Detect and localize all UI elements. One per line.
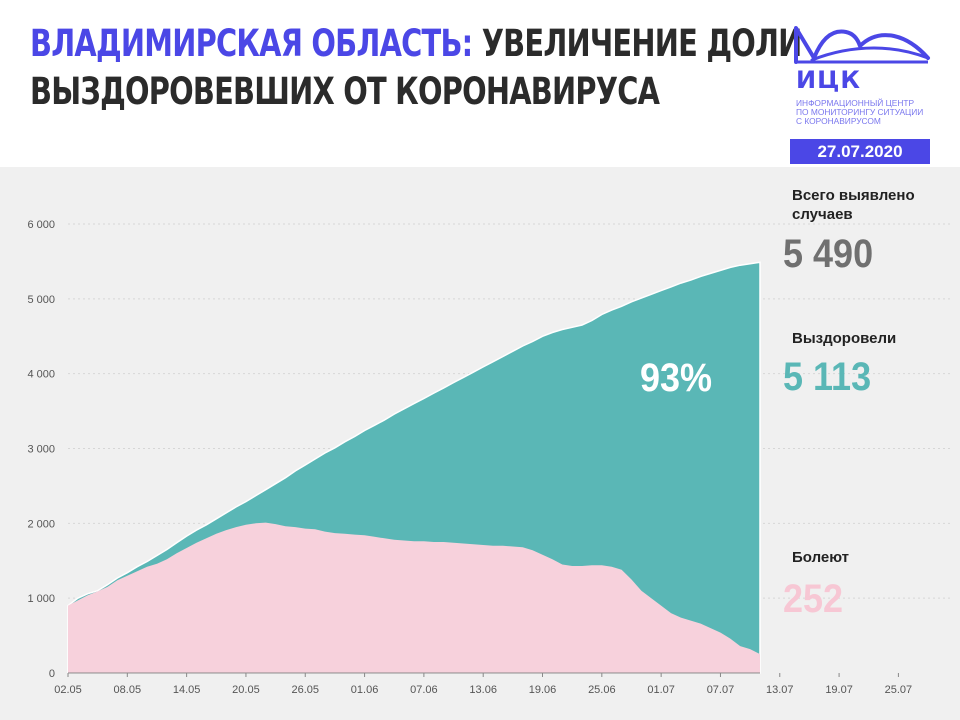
recovered-label: Выздоровели (792, 330, 897, 347)
total-cases-value: 5 490 (783, 232, 874, 276)
x-axis: 02.05 08.05 14.05 20.05 26.05 01.06 07.06 13.06… (54, 673, 912, 696)
title-line-2: ВЫЗДОРОВЕВШИХ ОТ КОРОНАВИРУСА (30, 70, 660, 113)
x-tick-label: 01.06 (351, 684, 379, 696)
y-tick-label: 6 000 (27, 219, 55, 231)
title-topic: УВЕЛИЧЕНИЕ ДОЛИ (481, 22, 803, 65)
x-tick-label: 07.07 (707, 684, 735, 696)
y-tick-label: 0 (49, 668, 55, 680)
x-tick-label: 13.06 (469, 684, 497, 696)
logo-subtitle-line: ПО МОНИТОРИНГУ СИТУАЦИИ (796, 107, 924, 117)
sick-area (68, 522, 760, 673)
sick-label: Болеют (792, 549, 850, 566)
x-tick-label: 19.07 (825, 684, 853, 696)
total-cases-label: Всего выявлено случаев (792, 187, 915, 223)
recovered-share-label: 93% (640, 356, 713, 400)
logo-name: ИЦК (796, 66, 861, 94)
x-tick-label: 19.06 (529, 684, 557, 696)
recovered-value: 5 113 (783, 355, 872, 399)
x-tick-label: 26.05 (291, 684, 319, 696)
title-region: ВЛАДИМИРСКАЯ ОБЛАСТЬ: (30, 22, 473, 65)
y-tick-label: 2 000 (27, 518, 55, 530)
y-axis: 0 1 000 2 000 3 000 4 000 5 000 6 000 (27, 219, 55, 680)
area-chart: 02.05 08.05 14.05 20.05 26.05 01.06 07.06 13.06… (27, 219, 950, 696)
date-badge: 27.07.2020 (790, 139, 930, 164)
y-tick-label: 5 000 (27, 294, 55, 306)
page-title: ВЛАДИМИРСКАЯ ОБЛАСТЬ: УВЕЛИЧЕНИЕ ДОЛИ ВЫ… (30, 20, 802, 116)
x-tick-label: 13.07 (766, 684, 794, 696)
x-tick-label: 01.07 (647, 684, 675, 696)
logo-subtitle-line: ИНФОРМАЦИОННЫЙ ЦЕНТР (796, 98, 915, 108)
x-tick-label: 20.05 (232, 684, 260, 696)
y-tick-label: 1 000 (27, 593, 55, 605)
x-tick-label: 14.05 (173, 684, 201, 696)
y-tick-label: 4 000 (27, 369, 55, 381)
x-tick-label: 25.07 (885, 684, 913, 696)
x-tick-label: 07.06 (410, 684, 438, 696)
chart-area: 02.05 08.05 14.05 20.05 26.05 01.06 07.06 13.06… (0, 167, 960, 720)
x-tick-label: 02.05 (54, 684, 82, 696)
x-tick-label: 25.06 (588, 684, 616, 696)
logo-subtitle: ИНФОРМАЦИОННЫЙ ЦЕНТР ПО МОНИТОРИНГУ СИТУ… (796, 99, 936, 126)
logo-mountain-icon (794, 26, 930, 64)
logo-subtitle-line: С КОРОНАВИРУСОМ (796, 116, 881, 126)
header: ВЛАДИМИРСКАЯ ОБЛАСТЬ: УВЕЛИЧЕНИЕ ДОЛИ ВЫ… (0, 0, 960, 167)
sick-value: 252 (783, 577, 844, 621)
x-tick-label: 08.05 (114, 684, 142, 696)
y-tick-label: 3 000 (27, 444, 55, 456)
